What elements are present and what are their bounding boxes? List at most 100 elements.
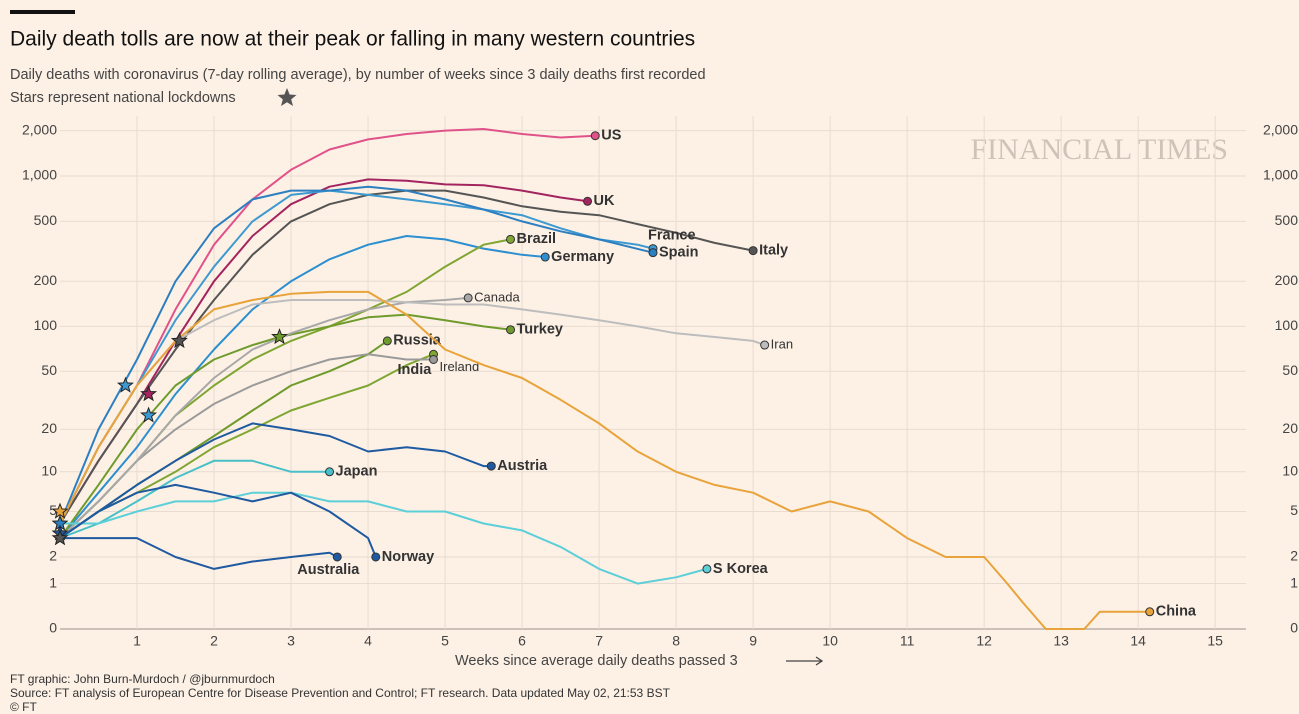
credit: Source: FT analysis of European Centre f… — [10, 686, 671, 700]
x-tick-label: 4 — [364, 633, 372, 649]
x-tick-label: 6 — [518, 633, 526, 649]
y-tick-label: 500 — [34, 212, 58, 228]
series-label: Canada — [474, 289, 520, 304]
series-line — [59, 128, 596, 524]
x-tick-label: 2 — [210, 633, 218, 649]
series-label: Brazil — [517, 231, 557, 247]
lockdown-star — [116, 376, 134, 393]
y-tick-label-right: 10 — [1282, 462, 1298, 478]
y-tick-label: 5 — [49, 502, 57, 518]
end-marker — [506, 234, 516, 244]
note: Stars represent national lockdowns — [10, 90, 236, 106]
brand-bar — [10, 10, 75, 14]
x-tick-label: 11 — [900, 633, 915, 649]
series-label: Germany — [551, 249, 614, 265]
end-marker — [702, 564, 712, 574]
series-line — [59, 185, 654, 524]
series-line — [59, 353, 434, 539]
series-line — [59, 483, 377, 558]
x-tick-label: 1 — [133, 633, 141, 649]
series-line — [59, 178, 588, 525]
x-tick-label: 5 — [441, 633, 449, 649]
y-tick-label: 50 — [41, 362, 57, 378]
series-line — [59, 353, 434, 539]
end-marker — [748, 246, 758, 256]
series-label: India — [398, 362, 433, 378]
y-tick-label: 100 — [34, 317, 58, 333]
series-label: Spain — [659, 245, 698, 261]
series-line — [59, 459, 330, 540]
series-label: France — [648, 227, 696, 243]
y-tick-label: 2,000 — [22, 121, 57, 137]
end-marker — [486, 461, 496, 471]
y-tick-label-right: 1,000 — [1263, 167, 1298, 183]
x-tick-label: 15 — [1207, 633, 1223, 649]
credit: FT graphic: John Burn-Murdoch / @jburnmu… — [10, 672, 275, 686]
end-marker — [332, 552, 342, 562]
y-tick-label: 1 — [49, 574, 57, 590]
axis-arrow — [786, 656, 824, 666]
series-label: Japan — [336, 464, 378, 480]
x-tick-label: 14 — [1130, 633, 1146, 649]
y-tick-label-right: 100 — [1275, 317, 1299, 333]
series-label: Norway — [382, 549, 434, 565]
end-marker — [429, 354, 439, 364]
y-tick-label: 10 — [41, 462, 57, 478]
chart-title: Daily death tolls are now at their peak … — [10, 28, 695, 51]
series-line — [60, 537, 338, 570]
x-tick-label: 13 — [1053, 633, 1069, 649]
end-marker — [540, 252, 550, 262]
series-line — [59, 235, 546, 539]
lockdown-star — [140, 406, 158, 423]
x-tick-label: 12 — [976, 633, 992, 649]
y-tick-label-right: 2 — [1290, 548, 1298, 564]
series-label: Austria — [497, 458, 548, 474]
star-icon — [277, 88, 297, 106]
end-marker — [590, 131, 600, 141]
series-line — [59, 299, 766, 524]
lockdown-star — [170, 332, 188, 349]
series-label: China — [1156, 604, 1197, 620]
end-marker — [583, 196, 593, 206]
series-label: Italy — [759, 242, 788, 258]
end-marker — [463, 293, 473, 303]
y-tick-label: 20 — [41, 420, 57, 436]
end-marker — [1145, 607, 1155, 617]
y-tick-label-right: 50 — [1282, 362, 1298, 378]
series-label: Ireland — [440, 359, 480, 374]
series-label: Australia — [297, 562, 360, 578]
series-label: UK — [594, 193, 615, 209]
lockdown-star — [271, 328, 288, 345]
x-tick-label: 9 — [749, 633, 757, 649]
y-tick-label-right: 2,000 — [1263, 121, 1298, 137]
end-marker — [648, 248, 658, 258]
x-tick-label: 8 — [672, 633, 680, 649]
subtitle: Daily deaths with coronavirus (7-day rol… — [10, 67, 706, 83]
credit: © FT — [10, 700, 38, 714]
series-line — [60, 491, 708, 585]
end-marker — [506, 325, 516, 335]
y-tick-label-right: 5 — [1290, 502, 1298, 518]
lockdown-star — [51, 529, 69, 546]
lockdown-star — [140, 385, 158, 402]
end-marker — [325, 467, 335, 477]
y-tick-label: 0 — [49, 620, 57, 636]
series-line — [59, 290, 1150, 630]
y-tick-label-right: 200 — [1275, 272, 1299, 288]
y-tick-label-right: 20 — [1282, 420, 1298, 436]
y-tick-label: 200 — [34, 272, 58, 288]
x-axis-label: Weeks since average daily deaths passed … — [455, 653, 738, 669]
end-marker — [371, 552, 381, 562]
end-marker — [382, 336, 392, 346]
x-tick-label: 3 — [287, 633, 295, 649]
x-tick-label: 7 — [595, 633, 603, 649]
end-marker — [760, 340, 770, 350]
y-tick-label-right: 1 — [1290, 574, 1298, 590]
x-tick-label: 10 — [822, 633, 838, 649]
series-line — [59, 189, 654, 524]
watermark: FINANCIAL TIMES — [970, 133, 1228, 166]
y-tick-label: 2 — [49, 548, 57, 564]
series-label: US — [601, 128, 621, 144]
y-tick-label-right: 0 — [1290, 620, 1298, 636]
